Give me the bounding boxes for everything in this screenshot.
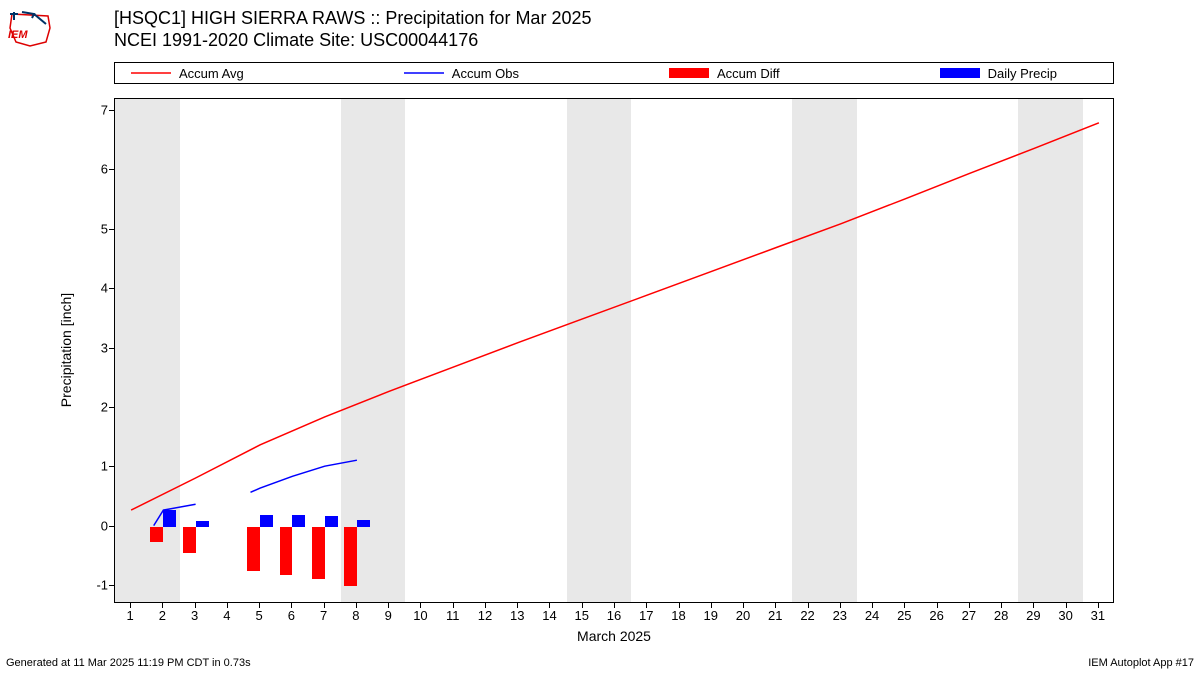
y-tick-label: 2 [78, 399, 108, 414]
x-tick-label: 24 [865, 608, 879, 623]
x-tick-label: 30 [1058, 608, 1072, 623]
y-tick-label: 6 [78, 162, 108, 177]
bar [312, 527, 325, 579]
x-tick-label: 28 [994, 608, 1008, 623]
y-tick-label: 1 [78, 459, 108, 474]
svg-text:IEM: IEM [8, 29, 28, 41]
precipitation-chart [114, 98, 1114, 603]
x-tick-label: 8 [352, 608, 359, 623]
title-line-1: [HSQC1] HIGH SIERRA RAWS :: Precipitatio… [114, 8, 591, 30]
y-tick-label: 3 [78, 340, 108, 355]
x-tick-label: 19 [704, 608, 718, 623]
x-tick-label: 7 [320, 608, 327, 623]
footer-generated: Generated at 11 Mar 2025 11:19 PM CDT in… [6, 657, 251, 669]
bar [344, 527, 357, 586]
x-tick-label: 14 [542, 608, 556, 623]
x-tick-label: 22 [800, 608, 814, 623]
y-tick-label: 0 [78, 518, 108, 533]
x-tick-label: 10 [413, 608, 427, 623]
y-tick [109, 466, 114, 467]
legend-daily-precip-swatch [940, 66, 980, 80]
bar [196, 521, 209, 527]
legend-accum-obs-swatch [404, 68, 444, 78]
bar [280, 527, 293, 576]
legend-daily-precip-label: Daily Precip [988, 66, 1057, 81]
legend-accum-diff-label: Accum Diff [717, 66, 780, 81]
bar [183, 527, 196, 554]
x-tick-label: 17 [639, 608, 653, 623]
y-tick [109, 110, 114, 111]
x-tick-label: 9 [385, 608, 392, 623]
x-tick-label: 29 [1026, 608, 1040, 623]
y-tick-label: 7 [78, 102, 108, 117]
legend-accum-diff-swatch [669, 66, 709, 80]
x-tick-label: 31 [1091, 608, 1105, 623]
bar [292, 515, 305, 527]
x-tick-label: 20 [736, 608, 750, 623]
x-tick-label: 18 [671, 608, 685, 623]
footer-app: IEM Autoplot App #17 [1088, 657, 1194, 669]
y-tick [109, 585, 114, 586]
x-tick-label: 15 [575, 608, 589, 623]
y-tick-label: -1 [78, 578, 108, 593]
x-tick-label: 11 [446, 608, 460, 623]
x-tick-label: 27 [962, 608, 976, 623]
bar [325, 516, 338, 527]
x-tick-label: 26 [929, 608, 943, 623]
x-tick-label: 21 [768, 608, 782, 623]
chart-legend: Accum Avg Accum Obs Accum Diff Daily Pre… [114, 62, 1114, 84]
title-line-2: NCEI 1991-2020 Climate Site: USC00044176 [114, 30, 591, 52]
x-tick-label: 16 [607, 608, 621, 623]
y-tick [109, 229, 114, 230]
y-tick [109, 169, 114, 170]
x-tick-label: 1 [127, 608, 134, 623]
x-tick-label: 4 [223, 608, 230, 623]
y-tick-label: 5 [78, 221, 108, 236]
x-axis-label: March 2025 [577, 628, 651, 644]
bar [357, 520, 370, 527]
legend-accum-obs-label: Accum Obs [452, 66, 519, 81]
bar [163, 510, 176, 527]
y-tick-label: 4 [78, 281, 108, 296]
chart-svg [115, 99, 1115, 604]
x-tick-label: 13 [510, 608, 524, 623]
chart-title: [HSQC1] HIGH SIERRA RAWS :: Precipitatio… [114, 8, 591, 51]
iem-logo: IEM [4, 6, 56, 50]
bar [247, 527, 260, 572]
x-tick-label: 23 [833, 608, 847, 623]
x-tick-label: 12 [478, 608, 492, 623]
x-tick-label: 3 [191, 608, 198, 623]
legend-accum-avg-swatch [131, 68, 171, 78]
y-tick [109, 348, 114, 349]
x-tick-label: 6 [288, 608, 295, 623]
x-tick-label: 25 [897, 608, 911, 623]
y-axis-label: Precipitation [inch] [58, 293, 74, 407]
x-tick-label: 2 [159, 608, 166, 623]
x-tick-label: 5 [256, 608, 263, 623]
legend-accum-avg-label: Accum Avg [179, 66, 244, 81]
y-tick [109, 288, 114, 289]
y-tick [109, 526, 114, 527]
bar [260, 515, 273, 527]
y-tick [109, 407, 114, 408]
bar [150, 527, 163, 542]
